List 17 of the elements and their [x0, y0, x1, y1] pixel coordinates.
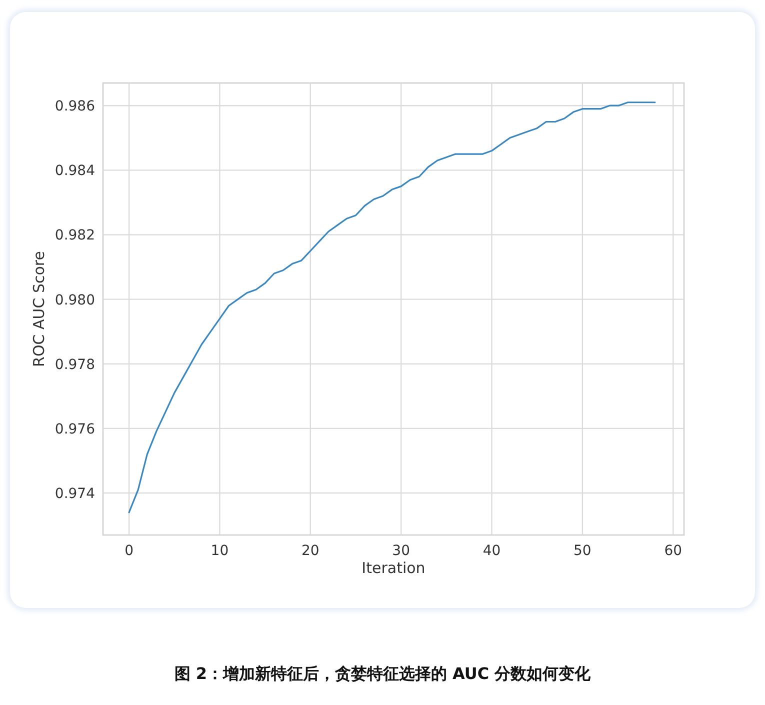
y-tick-label: 0.986: [54, 98, 96, 115]
y-tick-label: 0.974: [54, 486, 96, 502]
y-tick-label: 0.976: [54, 421, 96, 438]
x-tick-label: 50: [574, 543, 592, 559]
x-tick-label: 30: [392, 543, 410, 559]
y-tick-label: 0.984: [54, 163, 96, 180]
x-tick-label: 60: [664, 543, 682, 559]
y-tick-label: 0.980: [54, 292, 95, 308]
x-axis-title: Iteration: [362, 559, 426, 577]
x-tick-label: 40: [482, 543, 501, 559]
y-axis-title: ROC AUC Score: [30, 251, 48, 367]
x-tick-label: 10: [210, 543, 229, 559]
x-tick-label: 20: [301, 543, 320, 559]
x-tick-label: 0: [124, 543, 134, 559]
y-tick-label: 0.978: [54, 356, 95, 373]
y-tick-label: 0.982: [54, 228, 95, 244]
caption: 图 2：增加新特征后，贪婪特征选择的 AUC 分数如何变化: [173, 664, 592, 685]
